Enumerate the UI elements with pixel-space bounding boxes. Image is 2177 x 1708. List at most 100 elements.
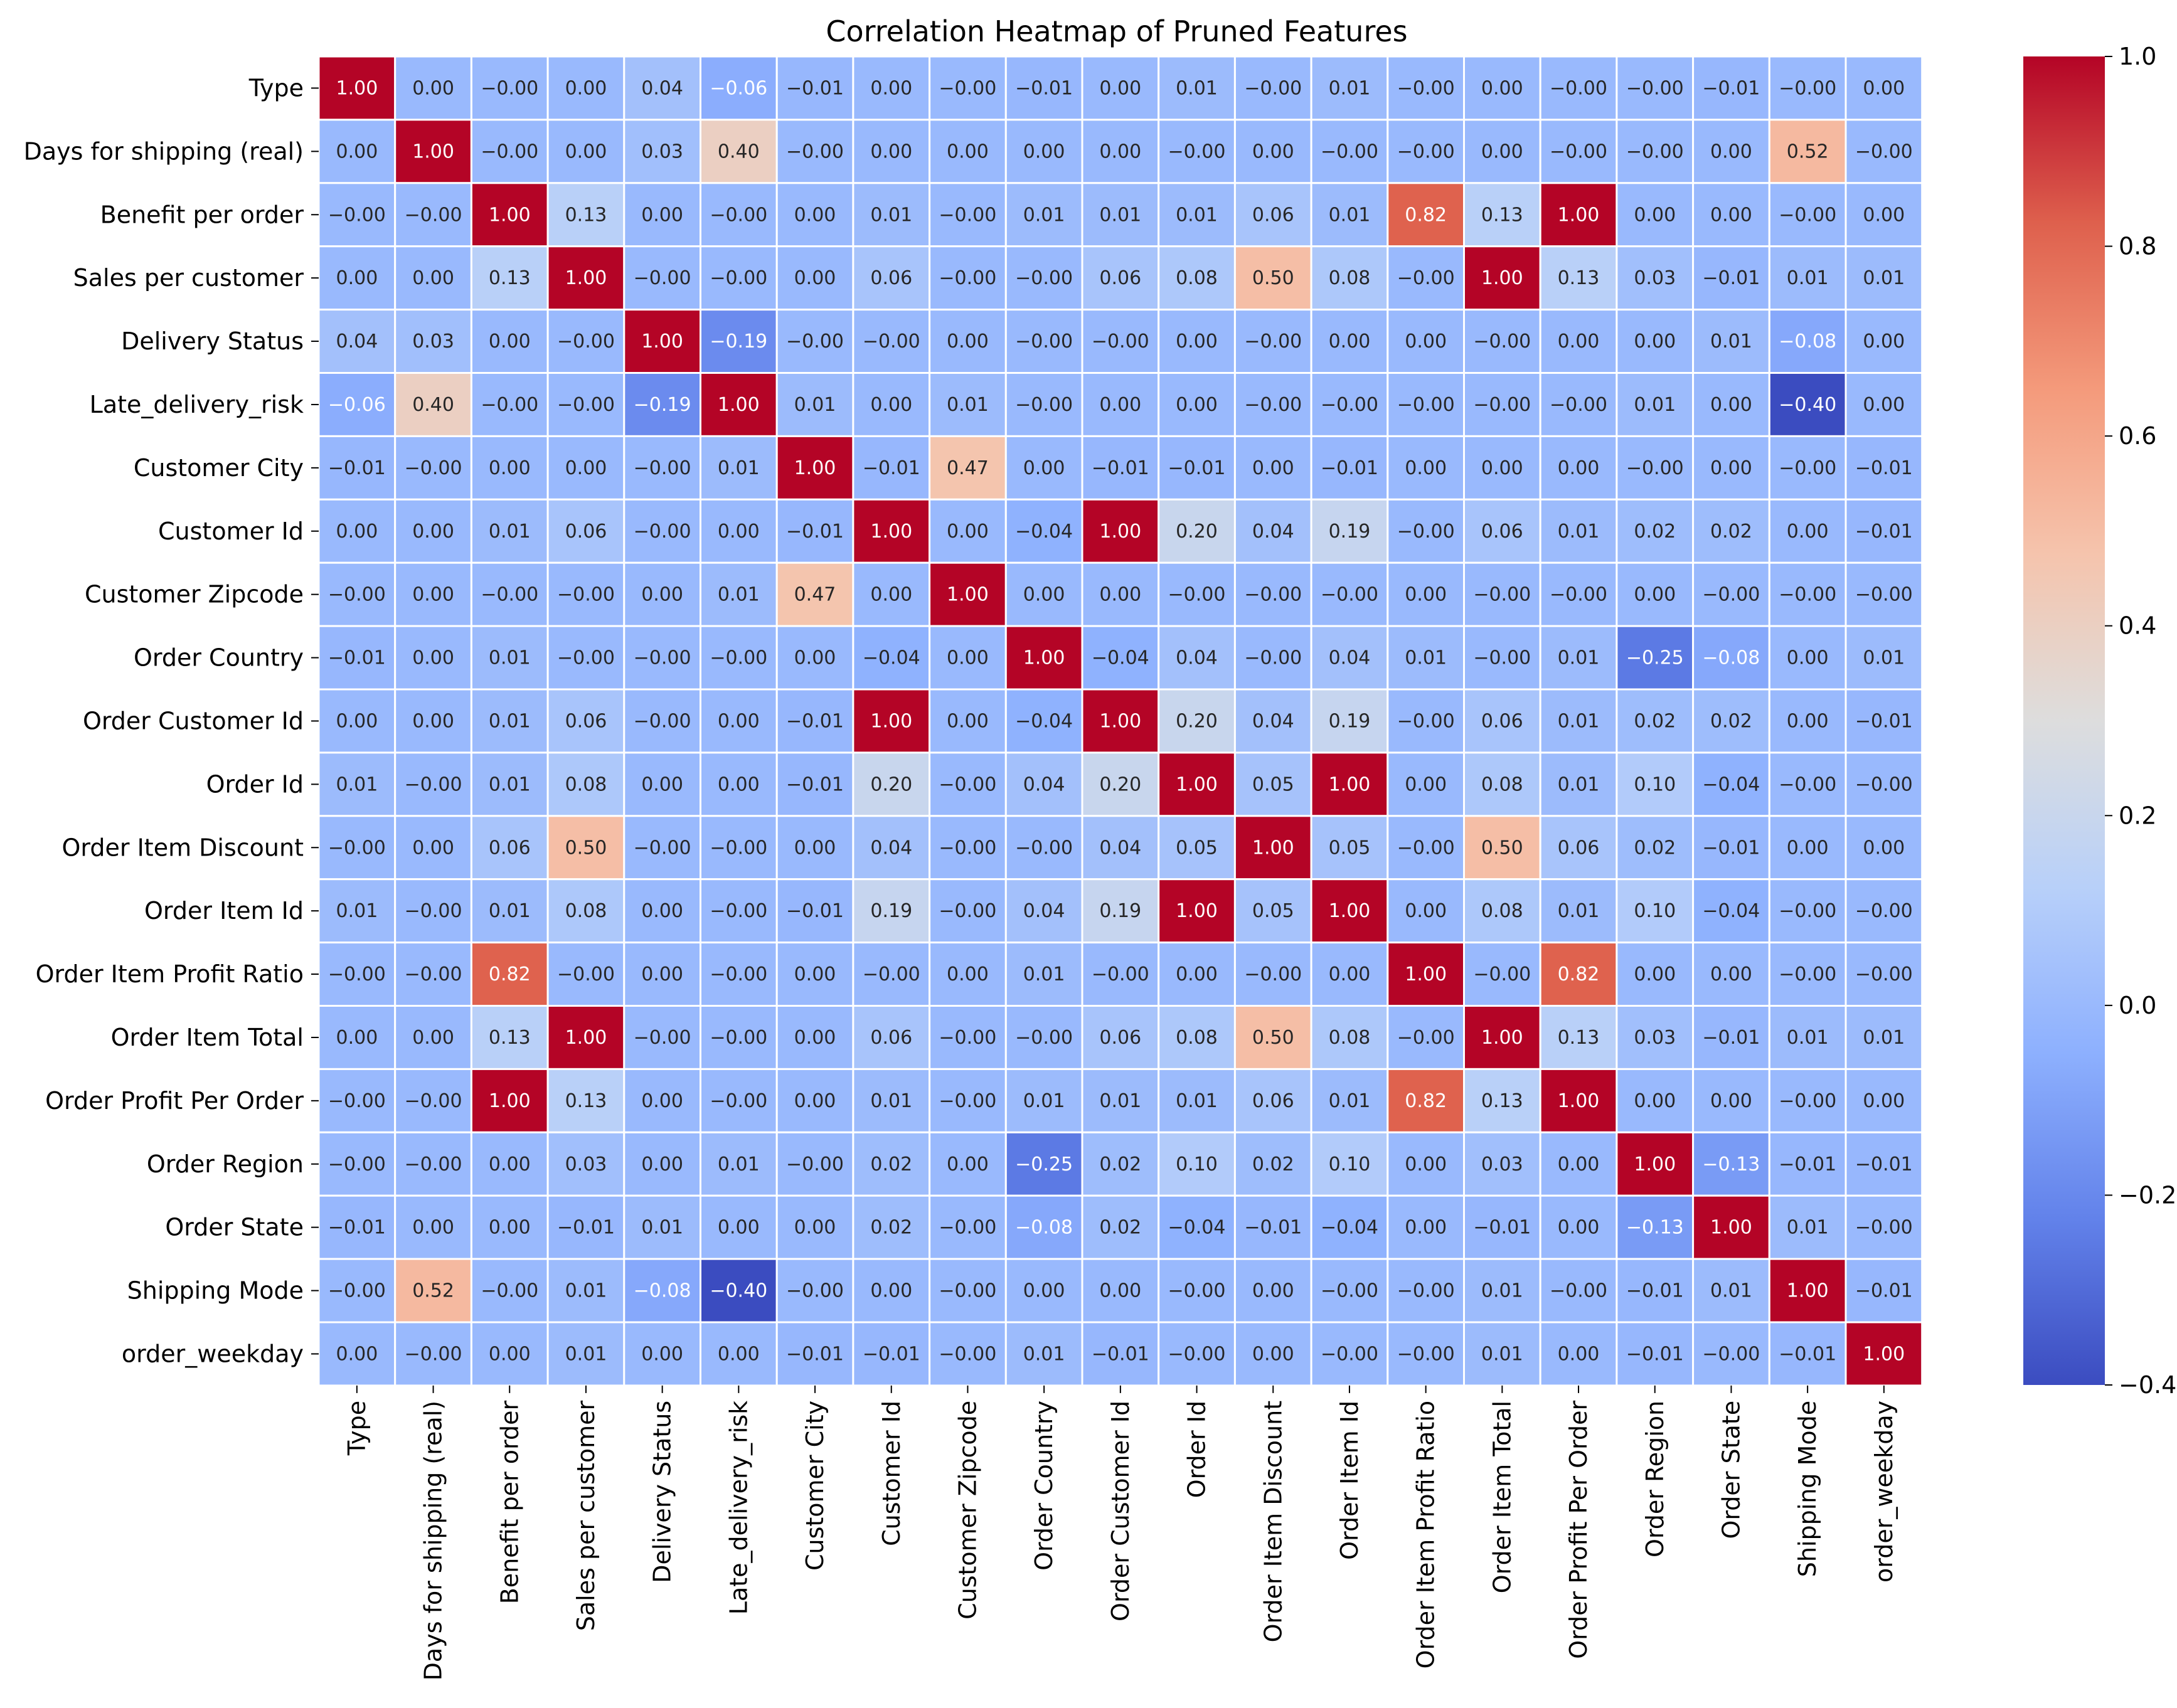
heatmap-cell bbox=[852, 878, 931, 944]
heatmap-cell bbox=[1539, 372, 1618, 437]
cell-value-label: −0.01 bbox=[1702, 837, 1760, 859]
cell-value-label: 0.02 bbox=[1634, 711, 1676, 733]
cell-value-label: 0.01 bbox=[1558, 900, 1600, 922]
heatmap-cell bbox=[1615, 1194, 1695, 1260]
cell-value-label: −0.00 bbox=[328, 1280, 386, 1302]
cell-value-label: −0.01 bbox=[786, 521, 844, 543]
heatmap-cell bbox=[1387, 625, 1466, 691]
heatmap-cell bbox=[1844, 119, 1924, 184]
heatmap-cell bbox=[1310, 309, 1389, 374]
heatmap-cell bbox=[1310, 625, 1389, 691]
cell-value-label: 0.00 bbox=[1787, 711, 1829, 733]
cell-value-label: 0.82 bbox=[489, 963, 531, 985]
heatmap-cell bbox=[317, 625, 397, 691]
colorbar-tick-label: −0.2 bbox=[2119, 1181, 2176, 1209]
heatmap-cell bbox=[317, 1005, 397, 1070]
cell-value-label: 0.52 bbox=[1787, 141, 1829, 162]
cell-value-label: 0.19 bbox=[870, 900, 912, 922]
cell-value-label: −0.00 bbox=[405, 204, 462, 226]
cell-value-label: 0.50 bbox=[1252, 1027, 1294, 1049]
cell-value-label: 0.01 bbox=[1558, 521, 1600, 543]
cell-value-label: 0.04 bbox=[641, 77, 683, 99]
y-tick-label: Sales per customer bbox=[73, 264, 304, 292]
cell-value-label: 1.00 bbox=[565, 267, 607, 289]
cell-value-label: 0.00 bbox=[1176, 963, 1218, 985]
heatmap-cell bbox=[1768, 498, 1847, 564]
cell-value-label: −0.00 bbox=[1168, 584, 1226, 606]
heatmap-cell bbox=[1844, 878, 1924, 944]
cell-value-label: 0.00 bbox=[412, 521, 454, 543]
cell-value-label: −0.00 bbox=[634, 837, 691, 859]
heatmap-cell bbox=[1539, 815, 1618, 881]
heatmap-cell bbox=[1463, 309, 1541, 374]
heatmap-cell bbox=[1233, 942, 1312, 1007]
heatmap-cell bbox=[1539, 1194, 1618, 1260]
cell-value-label: −0.04 bbox=[1092, 647, 1149, 669]
cell-value-label: 0.10 bbox=[1634, 773, 1676, 795]
heatmap-cell bbox=[1539, 309, 1618, 374]
cell-value-label: 0.01 bbox=[1558, 711, 1600, 733]
cell-value-label: −0.00 bbox=[939, 1090, 996, 1112]
cell-value-label: −0.01 bbox=[1855, 711, 1913, 733]
x-tick-label: Order State bbox=[1717, 1401, 1745, 1539]
cell-value-label: 0.00 bbox=[718, 1343, 760, 1365]
cell-value-label: −0.01 bbox=[328, 1217, 386, 1239]
heatmap-cell bbox=[394, 1194, 472, 1260]
heatmap-cell bbox=[929, 309, 1007, 374]
cell-value-label: 0.00 bbox=[412, 711, 454, 733]
cell-value-label: 0.01 bbox=[1176, 204, 1218, 226]
cell-value-label: −0.01 bbox=[1855, 521, 1913, 543]
cell-value-label: 0.01 bbox=[1481, 1280, 1523, 1302]
cell-value-label: 0.05 bbox=[1252, 773, 1294, 795]
cell-value-label: −0.00 bbox=[328, 1154, 386, 1175]
heatmap-cell bbox=[1768, 1321, 1847, 1387]
heatmap-cell bbox=[1004, 878, 1083, 944]
heatmap-cell bbox=[1233, 1321, 1312, 1387]
colorbar-tick-label: 1.0 bbox=[2119, 43, 2156, 70]
heatmap-cell bbox=[1844, 309, 1924, 374]
cell-value-label: −0.00 bbox=[328, 837, 386, 859]
cell-value-label: 0.00 bbox=[1252, 1280, 1294, 1302]
heatmap-cell bbox=[1692, 498, 1770, 564]
heatmap-cell bbox=[1844, 1194, 1924, 1260]
cell-value-label: 0.06 bbox=[1099, 267, 1141, 289]
heatmap-cell bbox=[700, 435, 778, 501]
heatmap-cell bbox=[1158, 878, 1236, 944]
heatmap-cell bbox=[700, 815, 778, 881]
cell-value-label: −0.00 bbox=[1473, 647, 1531, 669]
cell-value-label: 0.00 bbox=[641, 1343, 683, 1365]
heatmap-cell bbox=[775, 1005, 854, 1070]
cell-value-label: −0.01 bbox=[786, 1343, 844, 1365]
heatmap-cell bbox=[1233, 1258, 1312, 1323]
heatmap-cell bbox=[1844, 498, 1924, 564]
heatmap-cell bbox=[1692, 1005, 1770, 1070]
cell-value-label: 0.01 bbox=[718, 1154, 760, 1175]
cell-value-label: 0.01 bbox=[489, 647, 531, 669]
heatmap-cell bbox=[1310, 751, 1389, 817]
heatmap-cell bbox=[1692, 1194, 1770, 1260]
cell-value-label: 0.08 bbox=[565, 900, 607, 922]
heatmap-values: 1.00 0.00 −0.00 0.00 0.04 −0.06 −0.01 0.00 −0.00… bbox=[328, 77, 1913, 1365]
cell-value-label: 0.13 bbox=[1558, 267, 1600, 289]
cell-value-label: 0.00 bbox=[794, 267, 836, 289]
heatmap-cell bbox=[775, 561, 854, 627]
y-tick-label: Order Item Discount bbox=[62, 834, 304, 861]
cell-value-label: 0.04 bbox=[870, 837, 912, 859]
cell-value-label: −0.00 bbox=[710, 900, 767, 922]
cell-value-label: 0.00 bbox=[947, 331, 989, 353]
cell-value-label: 0.00 bbox=[336, 711, 378, 733]
cell-value-label: 0.00 bbox=[1863, 77, 1905, 99]
cell-value-label: −0.01 bbox=[1702, 1027, 1760, 1049]
cell-value-label: 1.00 bbox=[1405, 963, 1447, 985]
heatmap-cell bbox=[1768, 878, 1847, 944]
heatmap-cell bbox=[1158, 1321, 1236, 1387]
heatmap-cell bbox=[470, 625, 549, 691]
cell-value-label: 1.00 bbox=[1099, 521, 1141, 543]
cell-value-label: −0.00 bbox=[481, 77, 538, 99]
heatmap-cell bbox=[929, 751, 1007, 817]
cell-value-label: −0.00 bbox=[863, 331, 920, 353]
y-tick-label: Days for shipping (real) bbox=[24, 137, 304, 165]
x-tick-label: Order Region bbox=[1641, 1401, 1669, 1557]
cell-value-label: 0.01 bbox=[1023, 1343, 1065, 1365]
chart-title: Correlation Heatmap of Pruned Features bbox=[826, 14, 1407, 48]
